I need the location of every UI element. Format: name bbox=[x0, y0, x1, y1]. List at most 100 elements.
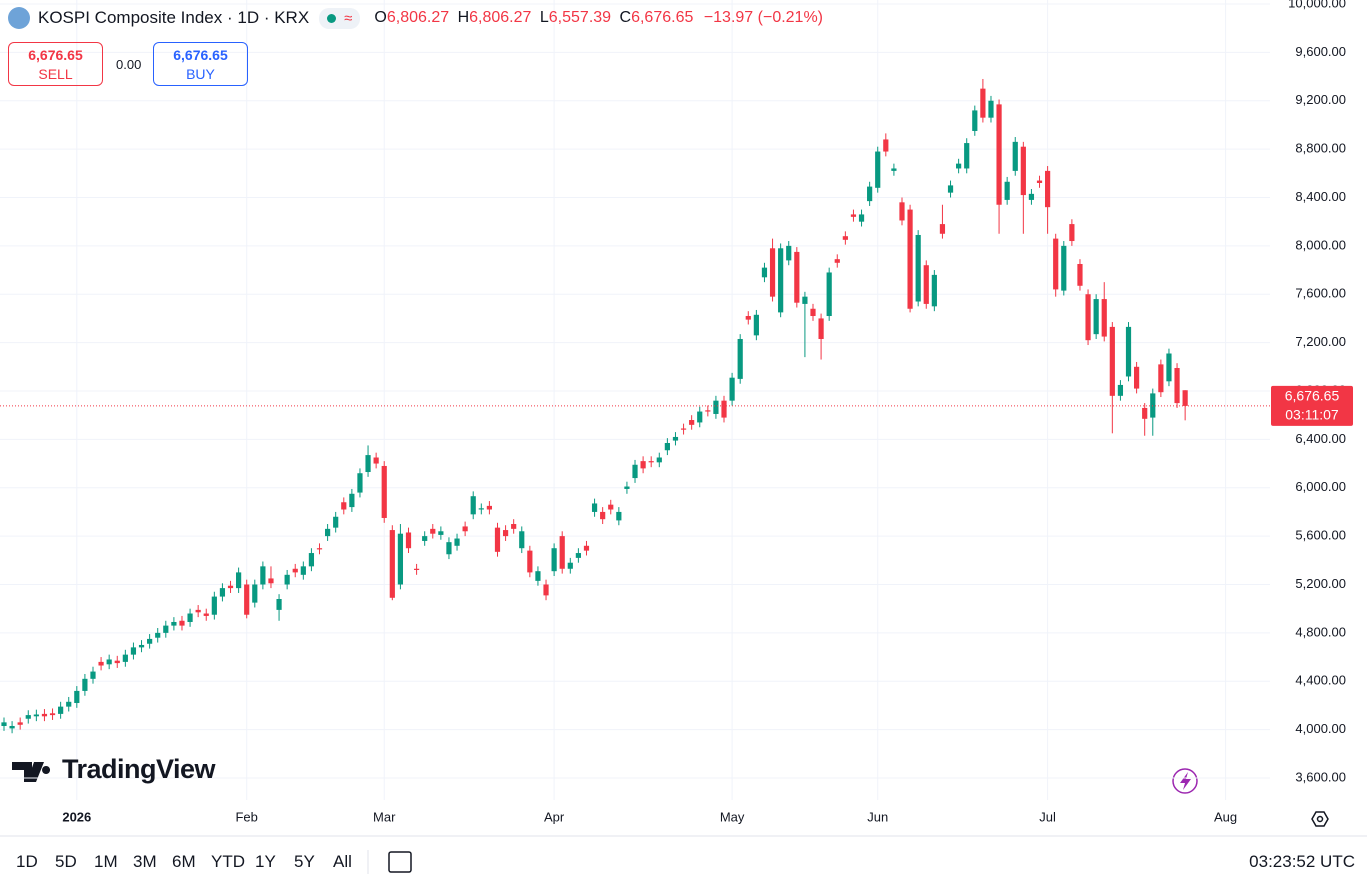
range-button[interactable]: 5D bbox=[55, 852, 77, 871]
candle-body bbox=[195, 609, 201, 613]
delay-icon: ≈ bbox=[344, 9, 353, 27]
candle-body bbox=[956, 163, 962, 169]
candle-body bbox=[284, 574, 290, 585]
candle-body bbox=[664, 442, 670, 451]
candle-body bbox=[899, 202, 905, 221]
status-pill[interactable]: ≈ bbox=[319, 7, 361, 29]
ohlc-key: O bbox=[374, 9, 387, 26]
candle-body bbox=[1028, 193, 1035, 200]
candle-body bbox=[535, 571, 541, 581]
candle-body bbox=[802, 296, 808, 304]
candle-body bbox=[478, 508, 484, 510]
candle-body bbox=[494, 527, 501, 552]
candle-body bbox=[624, 486, 630, 489]
candle-body bbox=[1101, 299, 1107, 337]
candle-body bbox=[883, 139, 889, 152]
range-button[interactable]: 1M bbox=[94, 852, 118, 871]
candle-body bbox=[1004, 181, 1010, 200]
candle-body bbox=[292, 568, 298, 573]
x-tick-label: Jun bbox=[867, 809, 888, 824]
candle-body bbox=[268, 578, 274, 584]
clock[interactable]: 03:23:52 UTC bbox=[1249, 852, 1355, 871]
candle-body bbox=[49, 713, 56, 716]
candle-body bbox=[1020, 146, 1026, 196]
candle-body bbox=[25, 715, 31, 719]
candle-body bbox=[632, 464, 638, 479]
ohlc-value: 6,676.65 bbox=[631, 9, 694, 26]
candle-body bbox=[33, 714, 39, 717]
candle-body bbox=[114, 660, 120, 664]
candle-body bbox=[737, 338, 743, 379]
candle-body bbox=[980, 88, 986, 118]
candle-body bbox=[761, 267, 768, 278]
candle-body bbox=[155, 632, 161, 638]
spread: 0.00 bbox=[116, 57, 142, 72]
candle-body bbox=[66, 701, 72, 707]
candle-body bbox=[90, 671, 96, 679]
range-button[interactable]: 6M bbox=[172, 852, 196, 871]
candle-body bbox=[721, 400, 727, 418]
candle-body bbox=[252, 584, 258, 603]
candle-body bbox=[931, 274, 937, 307]
candle-body bbox=[308, 553, 315, 567]
candle-body bbox=[397, 533, 404, 585]
range-button[interactable]: All bbox=[333, 852, 352, 871]
candle-body bbox=[705, 410, 711, 412]
candle-body bbox=[357, 473, 363, 493]
x-tick-label: Apr bbox=[544, 809, 565, 824]
candle-body bbox=[915, 234, 921, 302]
y-tick-label: 6,400.00 bbox=[1295, 431, 1346, 446]
candle-body bbox=[519, 531, 525, 549]
candle-body bbox=[1, 722, 7, 726]
candle-body bbox=[794, 251, 800, 303]
range-button[interactable]: YTD bbox=[211, 852, 245, 871]
candle-body bbox=[98, 661, 104, 666]
y-tick-label: 5,600.00 bbox=[1295, 528, 1346, 543]
candle-body bbox=[438, 531, 444, 535]
candle-body bbox=[462, 526, 468, 532]
candle-body bbox=[502, 530, 509, 537]
candle-body bbox=[850, 214, 857, 217]
candle-body bbox=[1077, 264, 1083, 286]
candle-body bbox=[1012, 141, 1018, 171]
x-tick-label: 2026 bbox=[62, 809, 91, 824]
range-button[interactable]: 3M bbox=[133, 852, 157, 871]
countdown: 03:11:07 bbox=[1285, 407, 1339, 423]
candle-body bbox=[333, 516, 339, 528]
range-button[interactable]: 1Y bbox=[255, 852, 276, 871]
y-tick-label: 8,800.00 bbox=[1295, 141, 1346, 156]
candle-body bbox=[1109, 326, 1115, 396]
sell-button[interactable]: 6,676.65 SELL bbox=[8, 42, 103, 86]
range-toolbar: 1D 5D 1M 3M 6M YTD 1Y 5Y All bbox=[16, 852, 372, 872]
candle-body bbox=[608, 504, 614, 510]
candle-body bbox=[891, 168, 897, 171]
candle-body bbox=[567, 562, 573, 569]
candle-body bbox=[778, 248, 784, 313]
candle-body bbox=[769, 248, 776, 297]
range-button[interactable]: 1D bbox=[16, 852, 38, 871]
range-button[interactable]: 5Y bbox=[294, 852, 315, 871]
candle-body bbox=[826, 272, 832, 317]
last-price-box bbox=[1271, 385, 1353, 426]
candle-body bbox=[389, 530, 395, 598]
candle-body bbox=[325, 528, 331, 537]
candle-body bbox=[1142, 407, 1148, 419]
candle-body bbox=[341, 502, 347, 510]
candle-body bbox=[753, 314, 759, 336]
candle-body bbox=[446, 542, 452, 555]
candle-body bbox=[82, 678, 88, 691]
lightning-icon bbox=[1172, 768, 1198, 794]
candle-body bbox=[187, 613, 193, 622]
candle-body bbox=[689, 420, 695, 425]
candle-body bbox=[106, 659, 112, 665]
candle-body bbox=[9, 725, 15, 729]
candle-body bbox=[486, 505, 492, 510]
candle-body bbox=[147, 638, 153, 644]
candle-body bbox=[575, 553, 581, 558]
x-tick-label: Jul bbox=[1039, 809, 1056, 824]
buy-button[interactable]: 6,676.65 BUY bbox=[153, 42, 248, 86]
candle-body bbox=[988, 100, 994, 118]
y-tick-label: 10,000.00 bbox=[1288, 0, 1346, 10]
buy-price: 6,676.65 bbox=[173, 47, 228, 63]
